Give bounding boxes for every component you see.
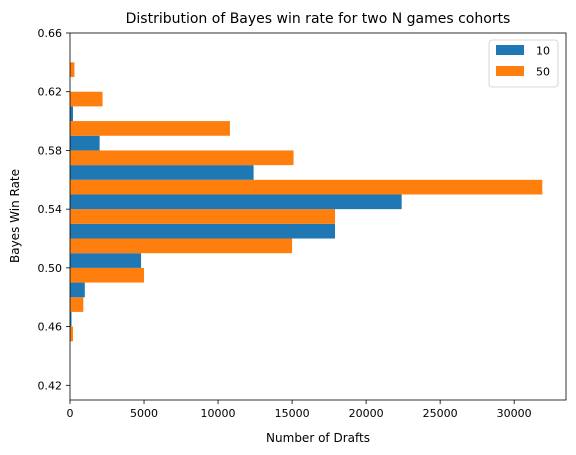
bar-series-50 — [70, 91, 103, 107]
legend-swatch-50 — [496, 66, 524, 76]
bar-series-10 — [70, 194, 402, 210]
bar-series-50 — [70, 267, 145, 283]
legend-label-50: 50 — [536, 66, 550, 79]
bar-series-50 — [70, 209, 336, 224]
plot-frame — [69, 32, 567, 401]
bar-series-50 — [70, 150, 294, 166]
y-axis-label: Bayes Win Rate — [8, 169, 22, 263]
x-axis-label: Number of Drafts — [266, 431, 370, 445]
x-tick-label: 20000 — [349, 407, 384, 420]
bar-series-50 — [70, 297, 84, 312]
y-tick-label: 0.66 — [38, 27, 63, 40]
legend: 10 50 — [488, 39, 559, 88]
chart-title: Distribution of Bayes win rate for two N… — [126, 11, 511, 27]
bar-series-50 — [70, 326, 73, 342]
y-tick-label: 0.42 — [38, 379, 63, 392]
bar-series-10 — [70, 135, 100, 151]
x-tick-label: 15000 — [275, 407, 310, 420]
x-axis: 0 5000 10000 15000 20000 25000 30000 — [67, 400, 532, 420]
bars-group — [70, 62, 543, 342]
bar-series-50 — [70, 121, 230, 136]
y-tick-label: 0.54 — [38, 203, 63, 216]
bar-series-50 — [70, 179, 543, 195]
x-tick-label: 30000 — [497, 407, 532, 420]
y-axis: 0.42 0.46 0.50 0.54 0.58 0.62 0.66 — [38, 27, 70, 392]
x-tick-label: 0 — [67, 407, 74, 420]
legend-label-10: 10 — [536, 45, 550, 58]
bar-series-50 — [70, 62, 75, 78]
y-tick-label: 0.50 — [38, 262, 63, 275]
x-tick-label: 25000 — [423, 407, 458, 420]
x-tick-label: 10000 — [201, 407, 236, 420]
bar-series-10 — [70, 165, 254, 180]
bar-series-10 — [70, 253, 142, 268]
y-tick-label: 0.58 — [38, 144, 63, 157]
y-tick-label: 0.46 — [38, 321, 63, 334]
bar-series-10 — [70, 311, 72, 327]
bar-series-10 — [70, 223, 336, 239]
y-tick-label: 0.62 — [38, 86, 63, 99]
legend-swatch-10 — [496, 45, 524, 55]
bar-series-50 — [70, 238, 293, 254]
x-tick-label: 5000 — [130, 407, 158, 420]
bar-series-10 — [70, 282, 85, 298]
bar-series-10 — [70, 106, 73, 122]
